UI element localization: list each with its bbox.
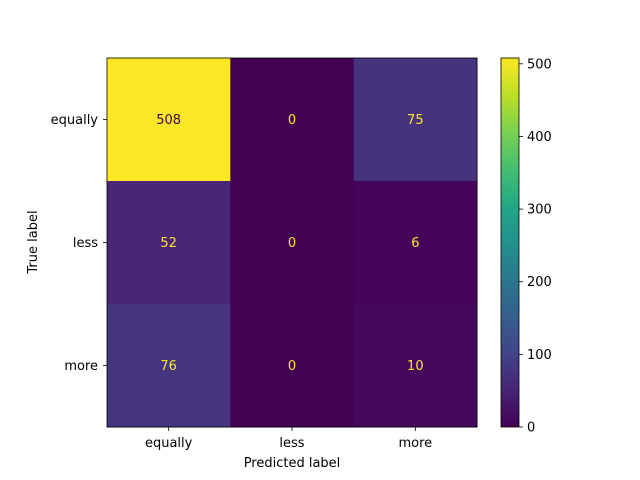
y-tick-label: less [73, 236, 98, 251]
colorbar-tick-label: 200 [527, 275, 552, 290]
heatmap-cell [107, 58, 231, 182]
colorbar-tick-label: 400 [527, 130, 552, 145]
y-tick-label: equally [51, 113, 99, 128]
y-axis-ticks: equally less more [51, 113, 107, 374]
heatmap-cells: 508 0 75 52 0 6 76 0 10 [107, 58, 478, 428]
colorbar-tick-label: 0 [527, 421, 535, 436]
heatmap-cell [230, 181, 355, 305]
x-tick-label: more [398, 436, 432, 451]
colorbar-tick-label: 500 [527, 57, 552, 72]
cell-value-label: 508 [156, 113, 181, 128]
colorbar [500, 57, 520, 428]
heatmap-cell [107, 304, 231, 428]
y-axis-label: True label [26, 210, 41, 274]
x-axis-label: Predicted label [244, 456, 341, 471]
x-tick-label: less [279, 436, 304, 451]
cell-value-label: 52 [160, 236, 177, 251]
x-tick-label: equally [145, 436, 193, 451]
cell-value-label: 0 [288, 113, 296, 128]
y-tick-label: more [64, 359, 98, 374]
colorbar-tick-label: 100 [527, 348, 552, 363]
colorbar-tick-label: 300 [527, 203, 552, 218]
cell-value-label: 75 [407, 113, 424, 128]
heatmap-cell [353, 181, 478, 305]
heatmap-cell [353, 304, 478, 428]
cell-value-label: 6 [411, 236, 419, 251]
cell-value-label: 0 [288, 359, 296, 374]
cell-value-label: 10 [407, 359, 424, 374]
colorbar-ticks: 0 100 200 300 400 500 [519, 57, 552, 436]
cell-value-label: 76 [160, 359, 177, 374]
heatmap-cell [353, 58, 478, 182]
cell-value-label: 0 [288, 236, 296, 251]
heatmap-cell [230, 58, 355, 182]
heatmap-cell [230, 304, 355, 428]
heatmap-cell [107, 181, 231, 305]
x-axis-ticks: equally less more [145, 427, 432, 451]
